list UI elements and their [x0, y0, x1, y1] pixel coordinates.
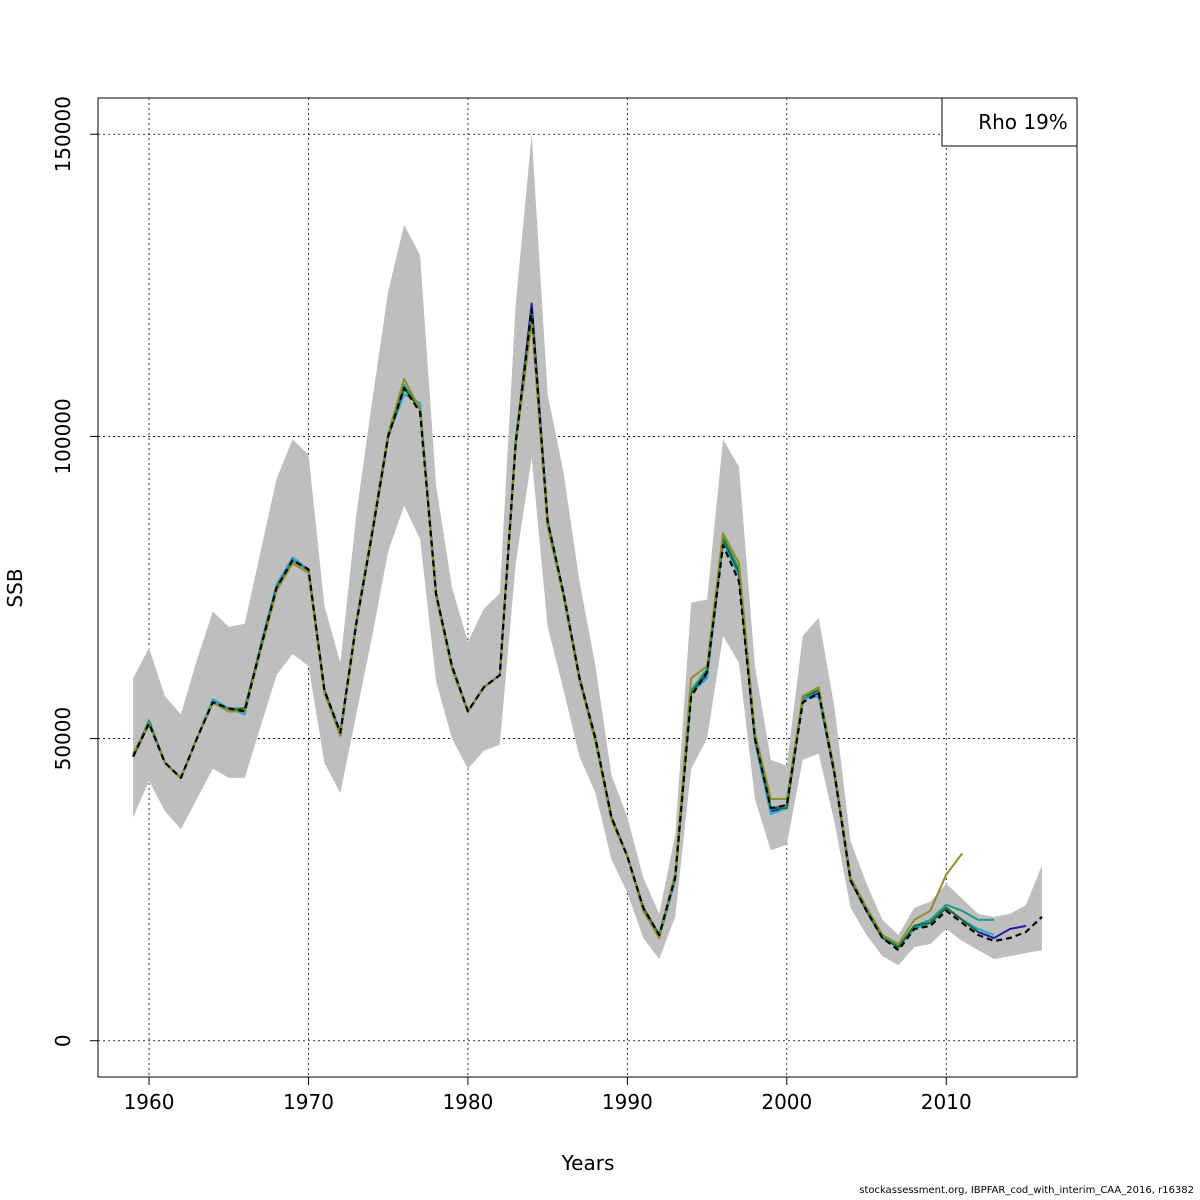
- y-tick-label: 150000: [51, 96, 75, 172]
- plot-frame: [97, 97, 1078, 1078]
- y-tick-label: 50000: [51, 707, 75, 771]
- x-tick-label: 2000: [761, 1090, 812, 1114]
- legend: Rho 19%: [941, 97, 1078, 147]
- x-tick-label: 1960: [124, 1090, 175, 1114]
- series-line-0: [132, 308, 1043, 952]
- y-axis: 0 50000 100000 150000: [51, 96, 98, 1047]
- x-tick-label: 1980: [442, 1090, 493, 1114]
- y-tick-label: 0: [51, 1034, 75, 1047]
- confidence-band: [133, 134, 1042, 966]
- y-axis-title: SSB: [3, 568, 27, 607]
- x-tick-label: 1970: [283, 1090, 334, 1114]
- legend-box: [941, 97, 1078, 147]
- series-layer: [132, 302, 1043, 952]
- x-axis: 1960 1970 1980 1990 2000 2010: [124, 1077, 972, 1114]
- legend-text: Rho 19%: [978, 110, 1068, 134]
- x-tick-label: 2010: [921, 1090, 972, 1114]
- x-tick-label: 1990: [602, 1090, 653, 1114]
- footer-credit: stockassessment.org, IBPFAR_cod_with_int…: [859, 1185, 1194, 1196]
- confidence-band-layer: [133, 134, 1042, 966]
- x-axis-title: Years: [561, 1151, 615, 1175]
- y-tick-label: 100000: [51, 398, 75, 474]
